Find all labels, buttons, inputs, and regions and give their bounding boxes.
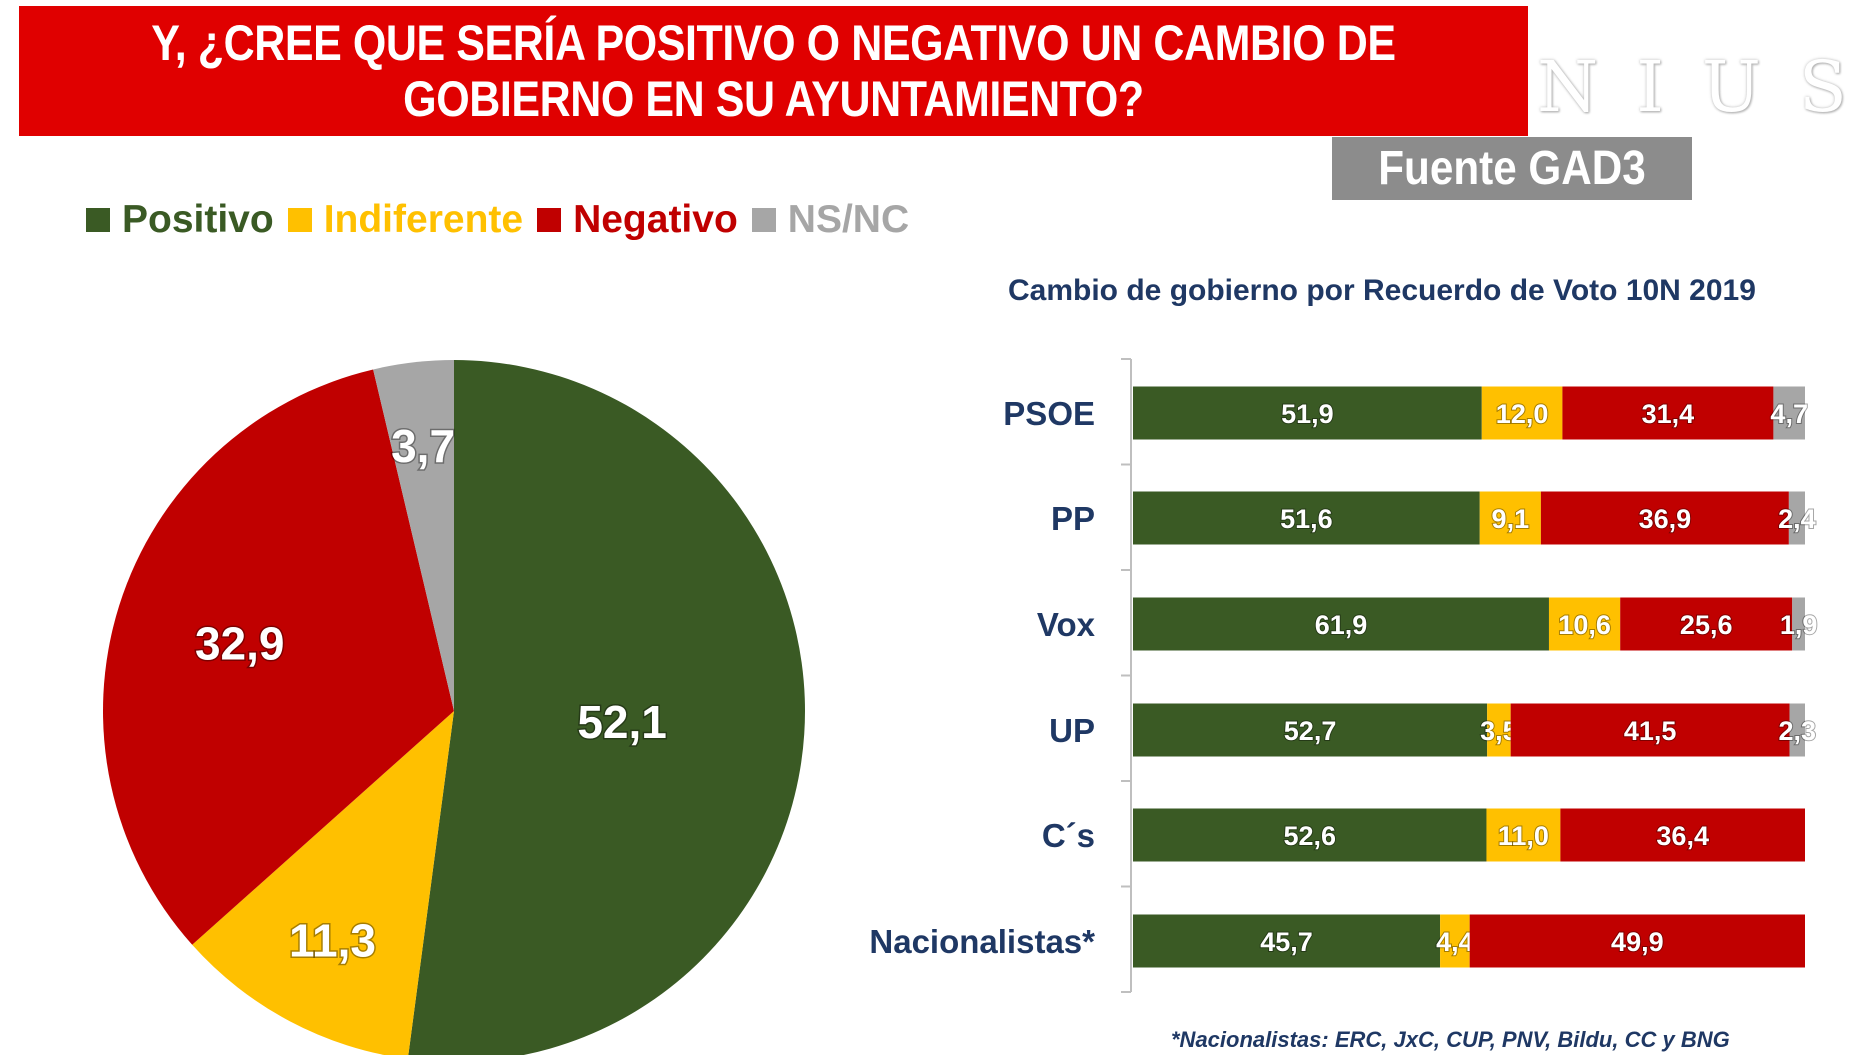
bar-segment-negativo [1510,703,1790,757]
pie-slice-indiferente [192,711,454,1055]
legend-item-negativo: Negativo [537,198,738,242]
category-label: PP [1051,500,1095,537]
source-text: Fuente GAD3 [1378,142,1646,195]
legend-label: Positivo [122,198,274,241]
bar-segment-positivo [1133,491,1480,545]
pie-data-label: 52,1 [577,696,667,748]
bar-segment-negativo [1469,914,1805,968]
bar-data-label: 52,6 [1283,821,1336,851]
pie-data-label: 11,3 [289,915,376,967]
bar-segment-positivo [1133,808,1487,862]
bar-data-label: 61,9 [1315,610,1368,640]
bar-data-label: 11,0 [1498,821,1549,851]
category-label: PSOE [1003,395,1095,432]
bar-data-label: 4,4 [1436,927,1474,957]
chart-title: Y, ¿CREE QUE SERÍA POSITIVO O NEGATIVO U… [151,15,1396,127]
bar-data-label: 49,9 [1611,927,1664,957]
bar-data-label: 9,1 [1492,504,1530,534]
pie-slice-negativo [102,369,454,945]
bar-data-label: 45,7 [1260,927,1313,957]
bar-data-label: 51,6 [1280,504,1333,534]
bar-segment-indiferente [1486,808,1561,862]
footnote: *Nacionalistas: ERC, JxC, CUP, PNV, Bild… [1171,1027,1730,1052]
title-banner: Y, ¿CREE QUE SERÍA POSITIVO O NEGATIVO U… [19,6,1528,136]
pie-data-label: 32,9 [195,618,285,670]
bar-segment-nsnc [1788,491,1805,545]
pie-slice-nsnc [373,360,454,711]
legend-item-indiferente: Indiferente [287,198,524,242]
bar-data-label: 25,6 [1680,610,1733,640]
legend-label: Indiferente [323,198,524,241]
bar-data-label: 36,9 [1639,504,1692,534]
bar-segment-indiferente [1548,597,1621,651]
bar-segment-negativo [1560,808,1805,862]
legend-swatch [751,208,776,232]
legend-swatch [86,208,110,232]
category-label: UP [1049,712,1095,749]
legend-item-nsnc: NS/NC [751,198,910,242]
bar-data-label: 41,5 [1624,716,1677,746]
bar-data-label: 52,7 [1284,716,1337,746]
bar-segment-negativo [1540,491,1789,545]
bar-data-label: 36,4 [1656,821,1709,851]
legend-label: NS/NC [787,198,910,241]
bar-segment-indiferente [1487,703,1511,757]
bar-segment-nsnc [1773,386,1805,440]
category-label: Vox [1037,606,1096,643]
bar-data-label: 1,9 [1780,610,1818,640]
bar-data-label: 10,6 [1558,610,1611,640]
bar-segment-nsnc [1789,703,1805,757]
legend-item-positivo: Positivo [86,198,274,242]
legend-swatch [537,208,562,232]
bar-segment-negativo [1562,386,1774,440]
bar-segment-positivo [1133,914,1441,968]
nius-watermark-logo: NIUS [1537,46,1875,128]
bar-segment-indiferente [1481,386,1563,440]
bar-segment-indiferente [1479,491,1541,545]
legend: Positivo Indiferente Negativo NS/NC [86,198,923,242]
bar-segment-positivo [1133,597,1549,651]
bar-data-label: 31,4 [1642,399,1695,429]
bar-segment-nsnc [1792,597,1805,651]
bar-segment-positivo [1133,386,1482,440]
bar-segment-negativo [1620,597,1793,651]
bar-data-label: 2,3 [1778,716,1816,746]
category-label: C´s [1042,817,1095,854]
bar-data-label: 12,0 [1496,399,1549,429]
bar-data-label: 2,4 [1778,504,1816,534]
category-label: Nacionalistas* [869,923,1095,960]
source-badge: Fuente GAD3 [1332,137,1692,200]
pie-data-label: 3,7 [391,420,455,472]
bar-segment-positivo [1133,703,1488,757]
bar-segment-indiferente [1440,914,1470,968]
legend-label: Negativo [573,198,738,241]
bar-chart-title: Cambio de gobierno por Recuerdo de Voto … [1008,274,1756,307]
bar-data-label: 51,9 [1281,399,1334,429]
bar-data-label: 4,7 [1770,399,1808,429]
pie-slice-positivo [408,360,805,1055]
legend-swatch [287,208,312,232]
